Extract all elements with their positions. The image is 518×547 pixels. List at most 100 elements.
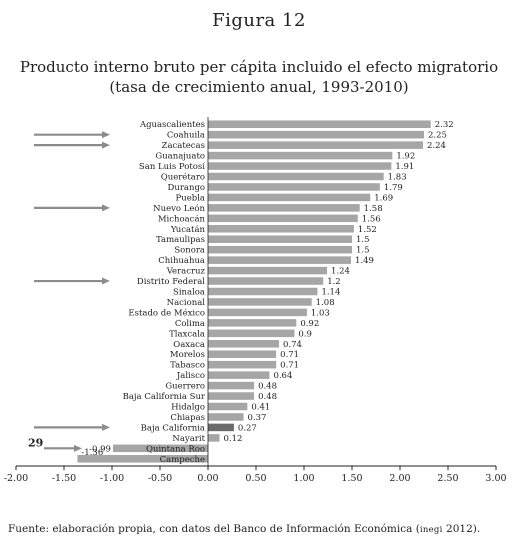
source-note: Fuente: elaboración propia, con datos de… bbox=[8, 523, 480, 535]
value-label-campeche: -1.36 bbox=[81, 448, 103, 458]
value-label-tamaulipas: 1.5 bbox=[356, 235, 370, 245]
x-tick-label: -1.00 bbox=[100, 473, 124, 484]
category-label-estado-de-mexico: Estado de México bbox=[128, 307, 205, 318]
category-label-baja-california-sur: Baja California Sur bbox=[123, 392, 206, 402]
bar-guanajuato bbox=[208, 151, 393, 160]
category-label-guanajuato: Guanajuato bbox=[155, 152, 205, 162]
x-tick-label: -2.00 bbox=[4, 473, 28, 484]
value-label-oaxaca: 0.74 bbox=[283, 340, 302, 350]
source-prefix: Fuente: elaboración propia, con datos de… bbox=[8, 523, 420, 535]
category-label-michoacan: Michoacán bbox=[158, 213, 206, 224]
arrow-marker-baja-california bbox=[34, 423, 110, 431]
category-label-puebla: Puebla bbox=[176, 193, 205, 203]
bar-distrito-federal bbox=[208, 277, 324, 285]
category-label-chihuahua: Chihuahua bbox=[158, 256, 205, 266]
value-label-chihuahua: 1.49 bbox=[355, 256, 374, 266]
value-label-nuevo-leon: 1.58 bbox=[364, 204, 383, 214]
category-label-sinaloa: Sinaloa bbox=[173, 288, 205, 298]
bar-michoacan bbox=[208, 214, 358, 223]
category-label-colima: Colima bbox=[175, 319, 205, 329]
value-label-colima: 0.92 bbox=[300, 319, 319, 329]
bar-chiapas bbox=[208, 413, 244, 421]
figure-label: Figura 12 bbox=[212, 10, 306, 31]
value-label-nayarit: 0.12 bbox=[224, 434, 243, 444]
chart-subtitle: (tasa de crecimiento anual, 1993-2010) bbox=[109, 78, 409, 96]
category-label-morelos: Morelos bbox=[170, 350, 205, 360]
arrows-layer: 29 bbox=[28, 131, 110, 452]
category-label-baja-california: Baja California bbox=[141, 423, 205, 433]
bar-estado-de-mexico bbox=[208, 308, 307, 317]
value-label-veracruz: 1.24 bbox=[331, 267, 350, 277]
bar-tamaulipas bbox=[208, 235, 352, 243]
value-label-quintana-roo: -0.99 bbox=[89, 444, 111, 454]
x-tick-label: -0.50 bbox=[148, 473, 172, 484]
category-label-distrito-federal: Distrito Federal bbox=[137, 277, 205, 287]
category-label-sonora: Sonora bbox=[174, 246, 205, 256]
bar-quintana-roo bbox=[112, 444, 208, 453]
category-label-nacional: Nacional bbox=[167, 298, 206, 308]
value-label-yucatan: 1.52 bbox=[358, 225, 377, 235]
bar-sonora bbox=[208, 245, 352, 254]
x-tick-label: 1.00 bbox=[293, 473, 314, 484]
bar-baja-california bbox=[208, 423, 234, 432]
bar-durango bbox=[208, 183, 380, 191]
bar-tabasco bbox=[208, 360, 277, 369]
value-label-puebla: 1.69 bbox=[374, 193, 393, 203]
bar-san-luis-potosi bbox=[208, 162, 392, 170]
x-tick-label: 1.50 bbox=[341, 473, 362, 484]
x-axis: -2.00 -1.50 -1.00 -0.50 0.00 0.50 1.00 1.50 2.00… bbox=[4, 117, 507, 484]
bar-chihuahua bbox=[208, 256, 352, 264]
value-label-distrito-federal: 1.2 bbox=[327, 277, 341, 287]
category-label-durango: Durango bbox=[168, 183, 205, 193]
value-label-guanajuato: 1.92 bbox=[396, 152, 415, 162]
value-label-coahuila: 2.25 bbox=[428, 131, 447, 141]
value-label-baja-california-sur: 0.48 bbox=[258, 392, 277, 402]
value-label-morelos: 0.71 bbox=[280, 350, 299, 360]
category-label-jalisco: Jalisco bbox=[176, 371, 205, 381]
value-label-tabasco: 0.71 bbox=[280, 361, 299, 371]
value-label-queretaro: 1.83 bbox=[388, 173, 407, 183]
bar-morelos bbox=[208, 350, 277, 358]
value-label-sonora: 1.5 bbox=[356, 246, 370, 256]
bar-nacional bbox=[208, 298, 312, 306]
bar-puebla bbox=[208, 193, 371, 202]
bars-layer bbox=[77, 120, 431, 463]
annotation-label: 29 bbox=[28, 436, 43, 449]
bar-baja-california-sur bbox=[208, 392, 255, 400]
arrow-marker-coahuila bbox=[34, 131, 110, 139]
bar-nayarit bbox=[208, 434, 220, 442]
category-label-yucatan: Yucatán bbox=[170, 224, 206, 235]
bar-chart: Aguascalientes 2.32 Coahuila 2.25 Zacatecas 2… bbox=[4, 117, 507, 484]
x-tick-label: 3.00 bbox=[485, 473, 506, 484]
value-label-zacatecas: 2.24 bbox=[427, 141, 446, 151]
x-tick-label: 2.00 bbox=[389, 473, 410, 484]
chart-title: Producto interno bruto per cápita inclui… bbox=[19, 58, 499, 76]
x-tick-label: -1.50 bbox=[52, 473, 76, 484]
category-label-chiapas: Chiapas bbox=[170, 413, 205, 423]
source-acronym: inegi bbox=[419, 525, 443, 535]
value-label-guerrero: 0.48 bbox=[258, 382, 277, 392]
category-label-veracruz: Veracruz bbox=[166, 267, 206, 277]
category-label-nuevo-leon: Nuevo León bbox=[153, 203, 205, 214]
value-label-baja-california: 0.27 bbox=[238, 423, 257, 433]
bar-veracruz bbox=[208, 266, 328, 275]
category-label-tamaulipas: Tamaulipas bbox=[156, 235, 205, 245]
value-label-sinaloa: 1.14 bbox=[321, 288, 340, 298]
x-tick-label: 0.00 bbox=[197, 473, 218, 484]
value-label-michoacan: 1.56 bbox=[362, 214, 381, 224]
bar-zacatecas bbox=[208, 141, 424, 149]
bar-campeche bbox=[77, 455, 208, 463]
bar-yucatan bbox=[208, 225, 354, 233]
category-label-san-luis-potosi: San Luis Potosí bbox=[139, 161, 205, 172]
x-tick-label: 2.50 bbox=[437, 473, 458, 484]
bar-jalisco bbox=[208, 371, 270, 379]
bar-queretaro bbox=[208, 172, 384, 181]
bar-sinaloa bbox=[208, 287, 318, 296]
value-label-durango: 1.79 bbox=[384, 183, 403, 193]
category-label-aguascalientes: Aguascalientes bbox=[139, 120, 205, 130]
bar-colima bbox=[208, 319, 297, 327]
value-label-aguascalientes: 2.32 bbox=[435, 120, 454, 130]
bar-oaxaca bbox=[208, 340, 280, 348]
category-label-tabasco: Tabasco bbox=[170, 361, 205, 371]
x-tick-label: 0.50 bbox=[245, 473, 266, 484]
